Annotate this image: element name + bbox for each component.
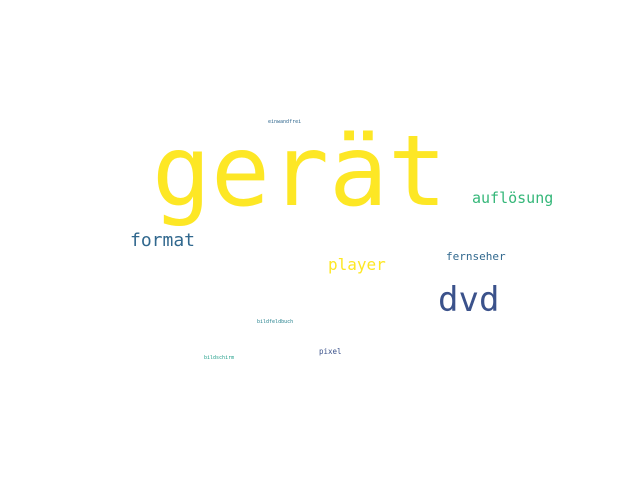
word-pixel: pixel xyxy=(319,347,342,356)
word-bildschirm: bildschirm xyxy=(204,355,235,361)
word-fernseher: fernseher xyxy=(446,250,506,263)
word-bildfeldbuch: bildfeldbuch xyxy=(257,319,294,325)
word-einwandfrei: einwandfrei xyxy=(268,119,302,125)
word-format: format xyxy=(130,230,196,251)
word-player: player xyxy=(328,255,386,274)
word-geraet: gerät xyxy=(152,115,448,229)
word-dvd: dvd xyxy=(438,280,500,320)
word-aufloesung: auflösung xyxy=(472,189,554,207)
